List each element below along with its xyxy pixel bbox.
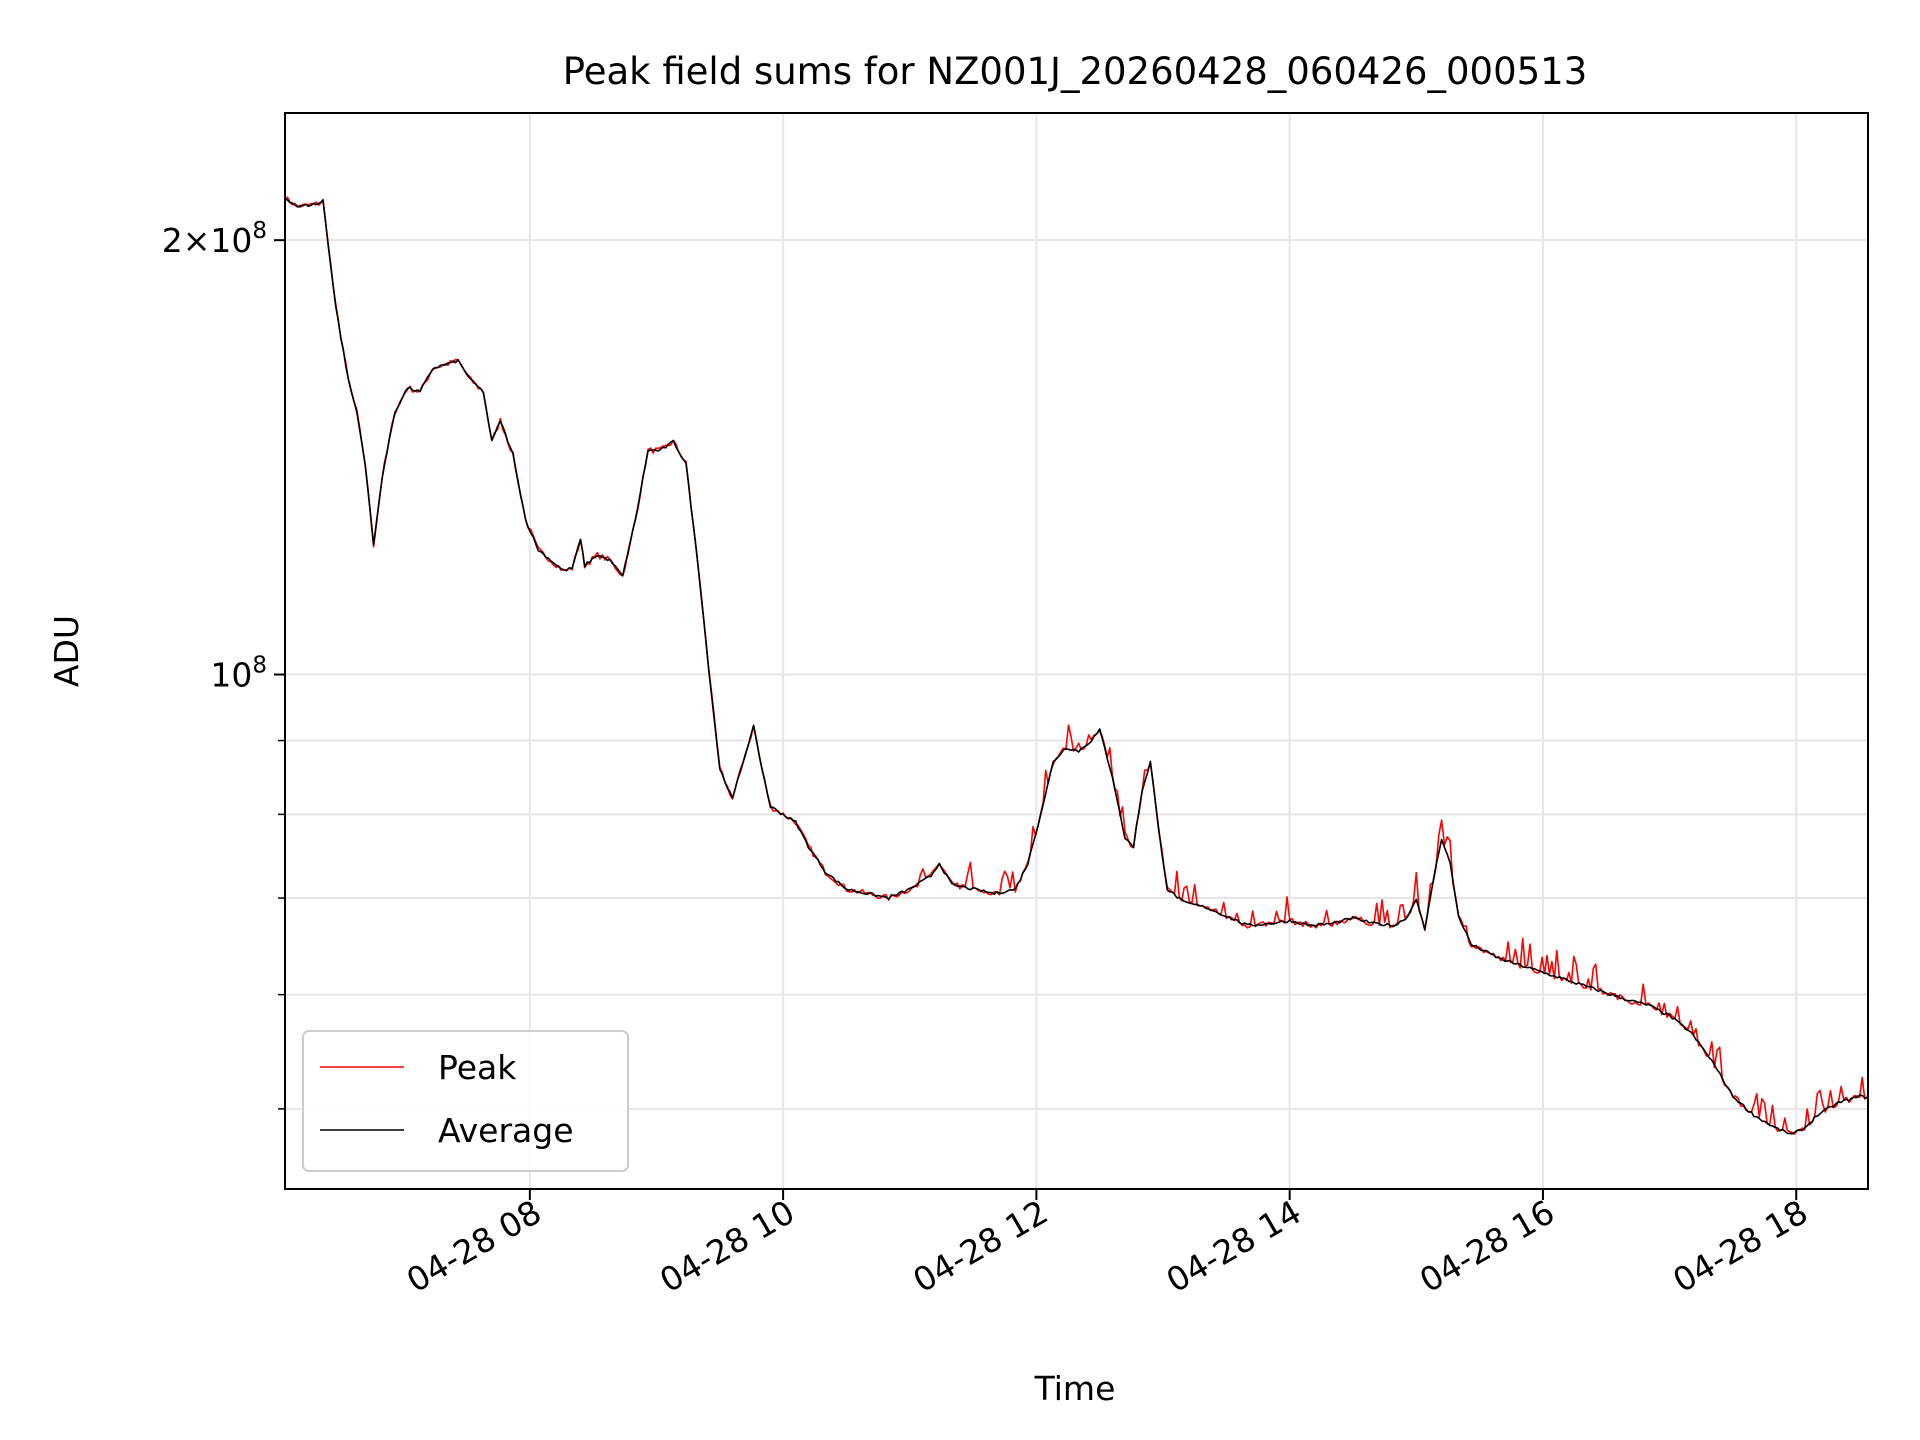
plot-frame xyxy=(284,112,1869,1190)
grid xyxy=(285,113,1868,1189)
x-axis-label: Time xyxy=(1034,1369,1116,1408)
chart-title: Peak field sums for NZ001J_20260428_0604… xyxy=(563,50,1588,93)
legend-label-peak: Peak xyxy=(438,1048,517,1087)
y-tick-label: 2×108 xyxy=(162,218,267,260)
y-axis: 2×108 108 xyxy=(162,218,285,1110)
y-tick-label: 108 xyxy=(210,653,267,695)
legend: Peak Average xyxy=(302,1030,629,1172)
series-line-average xyxy=(285,197,1868,1135)
series-layer xyxy=(285,196,1868,1135)
legend-label-average: Average xyxy=(438,1111,574,1150)
y-axis-label: ADU xyxy=(47,615,86,687)
legend-box xyxy=(302,1030,629,1172)
